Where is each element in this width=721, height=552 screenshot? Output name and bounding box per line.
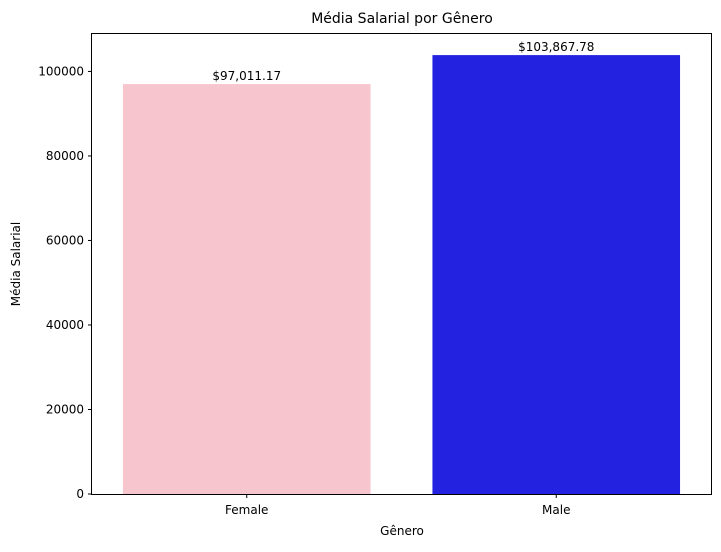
y-tick-label: 0 — [76, 487, 84, 501]
bar-female — [122, 84, 371, 494]
y-tick-label: 80000 — [46, 149, 84, 163]
y-axis: 0 20000 40000 60000 80000 100000 — [38, 64, 92, 501]
y-tick-label: 20000 — [46, 402, 84, 416]
y-tick-label: 100000 — [38, 64, 84, 78]
bars-layer — [122, 55, 681, 494]
y-tick-label: 60000 — [46, 233, 84, 247]
value-labels-layer: $97,011.17 $103,867.78 — [212, 40, 594, 83]
x-tick-label: Female — [225, 503, 268, 517]
bar-male — [432, 55, 681, 494]
x-axis-label: Gênero — [380, 524, 424, 538]
value-label-male: $103,867.78 — [518, 40, 594, 54]
x-tick-label: Male — [542, 503, 570, 517]
plot-frame — [91, 33, 712, 495]
y-axis-label: Média Salarial — [9, 222, 23, 306]
y-tick-label: 40000 — [46, 318, 84, 332]
x-axis: Female Male — [225, 494, 570, 517]
chart-title: Média Salarial por Gênero — [311, 11, 493, 27]
value-label-female: $97,011.17 — [212, 69, 281, 83]
